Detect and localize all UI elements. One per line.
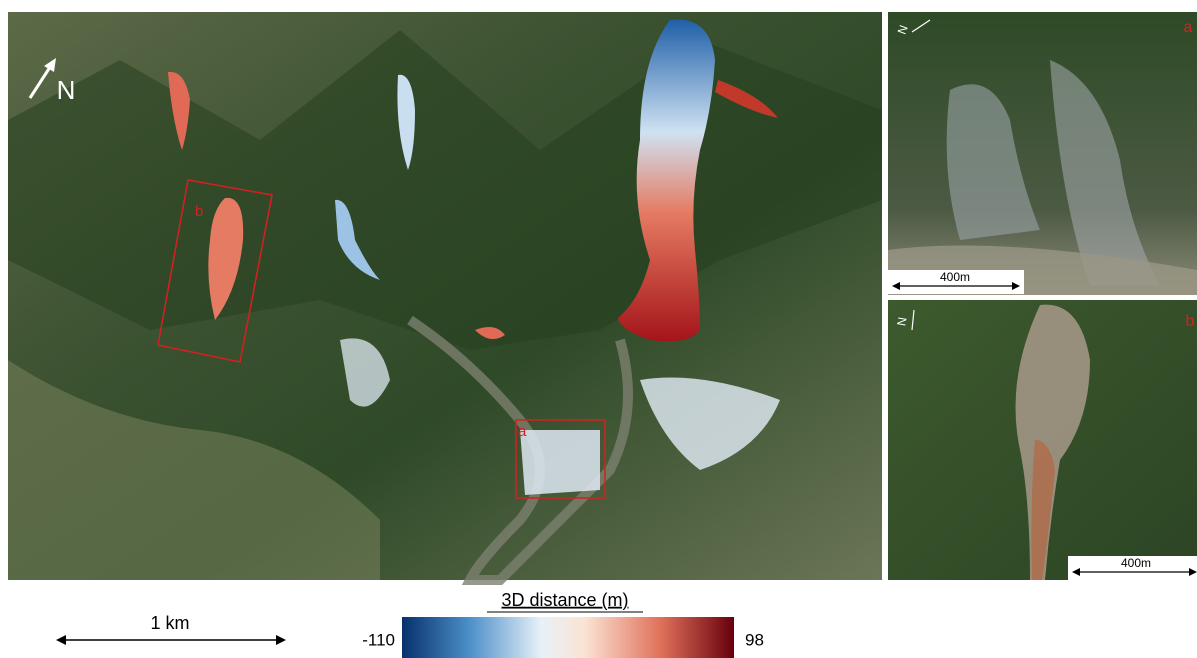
scale-label: 400m	[940, 270, 970, 284]
page: {"main_map": {"north_label": "N", "box_l…	[0, 0, 1197, 658]
figure: b a N a N 400m b N 400m	[0, 0, 1197, 658]
box-label: b	[195, 203, 203, 220]
inset-label: a	[1184, 19, 1193, 36]
main-map: b a N	[8, 12, 882, 580]
colorbar: 3D distance (m) -110 98	[362, 590, 764, 658]
colorbar-max: 98	[745, 630, 764, 649]
scale-label: 1 km	[150, 613, 189, 633]
inset-b: b N 400m	[888, 300, 1197, 580]
scale-bar: 1 km	[56, 613, 286, 645]
inset-a: a N 400m	[888, 12, 1197, 295]
scale-label: 400m	[1121, 556, 1151, 570]
scale-arrow	[276, 635, 286, 645]
colorbar-ramp	[402, 617, 734, 658]
inset-label: b	[1186, 313, 1195, 330]
landslide	[520, 430, 600, 495]
colorbar-min: -110	[362, 630, 395, 649]
north-label: N	[57, 75, 76, 105]
colorbar-title: 3D distance (m)	[501, 590, 628, 610]
box-label: a	[518, 423, 527, 440]
scale-arrow	[56, 635, 66, 645]
